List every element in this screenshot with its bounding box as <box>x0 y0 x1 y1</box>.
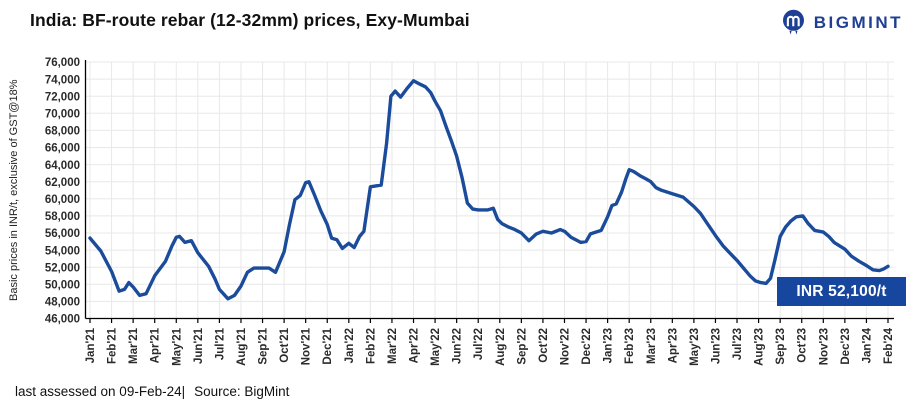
y-tick-label: 48,000 <box>45 297 80 309</box>
x-tick-label: Nov'22 <box>559 328 571 365</box>
x-tick-label: Mar'22 <box>387 328 399 364</box>
y-axis-title: Basic prices in INR/t, exclusive of GST@… <box>8 79 20 301</box>
x-tick-label: Feb'24 <box>883 327 895 364</box>
x-tick-label: Nov'23 <box>818 328 830 365</box>
y-tick-label: 46,000 <box>45 314 80 326</box>
y-tick-label: 58,000 <box>45 211 80 223</box>
footer-source-text: Source: BigMint <box>194 384 290 399</box>
x-tick-label: May'23 <box>689 328 701 366</box>
x-tick-label: May'21 <box>171 327 183 366</box>
x-tick-label: Apr'22 <box>409 328 421 363</box>
y-tick-label: 68,000 <box>45 126 80 138</box>
y-tick-labels: 46,000 48,000 50,000 52,000 54,000 56,000 58,0… <box>45 57 80 326</box>
y-tick-label: 66,000 <box>45 143 80 155</box>
x-tick-label: Dec'21 <box>322 327 334 364</box>
footer-note: last assessed on 09-Feb-24| Source: BigM… <box>15 384 289 399</box>
y-tick-label: 70,000 <box>45 109 80 121</box>
x-tick-label: Apr'23 <box>667 328 679 363</box>
x-tick-label: Aug'21 <box>236 327 248 365</box>
y-tick-label: 74,000 <box>45 74 80 86</box>
y-tick-label: 60,000 <box>45 194 80 206</box>
price-line-chart: 46,000 48,000 50,000 52,000 54,000 56,000 58,0… <box>8 57 895 366</box>
x-tick-label: Jan'22 <box>344 328 356 363</box>
x-tick-label: Jan'21 <box>85 327 97 363</box>
y-tick-label: 52,000 <box>45 262 80 274</box>
x-tick-label: Dec'23 <box>840 328 852 365</box>
x-tick-label: Jul'23 <box>732 328 744 360</box>
x-tick-label: Jan'23 <box>603 328 615 363</box>
x-tick-label: Aug'22 <box>495 328 507 366</box>
x-tick-label: Sep'22 <box>516 328 528 365</box>
x-tick-label: Sep'23 <box>775 328 787 365</box>
x-tick-label: May'22 <box>430 328 442 366</box>
x-tick-label: Jul'21 <box>214 327 226 360</box>
y-tick-label: 72,000 <box>45 91 80 103</box>
x-tick-label: Jul'22 <box>473 328 485 360</box>
bigmint-m-circle-icon <box>782 9 804 35</box>
x-tick-label: Feb'23 <box>624 328 636 364</box>
bigmint-logo: BIGMINT <box>780 8 903 37</box>
footer-assessed-text: last assessed on 09-Feb-24| <box>15 384 186 399</box>
x-tick-label: Jun'22 <box>452 328 464 364</box>
chart-title: India: BF-route rebar (12-32mm) prices, … <box>30 10 470 30</box>
x-tick-label: Feb'21 <box>107 327 119 364</box>
x-tick-label: Jan'24 <box>861 327 873 363</box>
x-tick-labels: Jan'21 Feb'21 Mar'21 Apr'21 May'21 Jun'21 Jul'… <box>85 318 895 366</box>
x-tick-label: Oct'22 <box>538 328 550 363</box>
x-tick-label: Aug'23 <box>754 328 766 366</box>
y-tick-label: 64,000 <box>45 160 80 172</box>
x-tick-label: Jun'21 <box>193 327 205 364</box>
gridlines <box>85 61 894 319</box>
y-tick-label: 56,000 <box>45 228 80 240</box>
x-tick-label: Mar'21 <box>128 327 140 364</box>
x-tick-label: Dec'22 <box>581 328 593 365</box>
price-annotation: INR 52,100/t <box>777 277 906 306</box>
x-tick-label: Oct'23 <box>797 328 809 363</box>
bigmint-logo-text: BIGMINT <box>813 12 903 32</box>
x-tick-label: Feb'22 <box>365 328 377 364</box>
y-tick-label: 54,000 <box>45 245 80 257</box>
x-tick-label: Oct'21 <box>279 327 291 362</box>
y-tick-label: 50,000 <box>45 280 80 292</box>
x-tick-label: Apr'21 <box>150 327 162 363</box>
x-tick-label: Sep'21 <box>258 327 270 364</box>
rebar-price-line <box>88 79 890 301</box>
x-tick-label: Mar'23 <box>646 328 658 364</box>
x-tick-label: Nov'21 <box>301 327 313 365</box>
y-tick-label: 76,000 <box>45 57 80 69</box>
x-tick-label: Jun'23 <box>710 328 722 364</box>
y-tick-label: 62,000 <box>45 177 80 189</box>
